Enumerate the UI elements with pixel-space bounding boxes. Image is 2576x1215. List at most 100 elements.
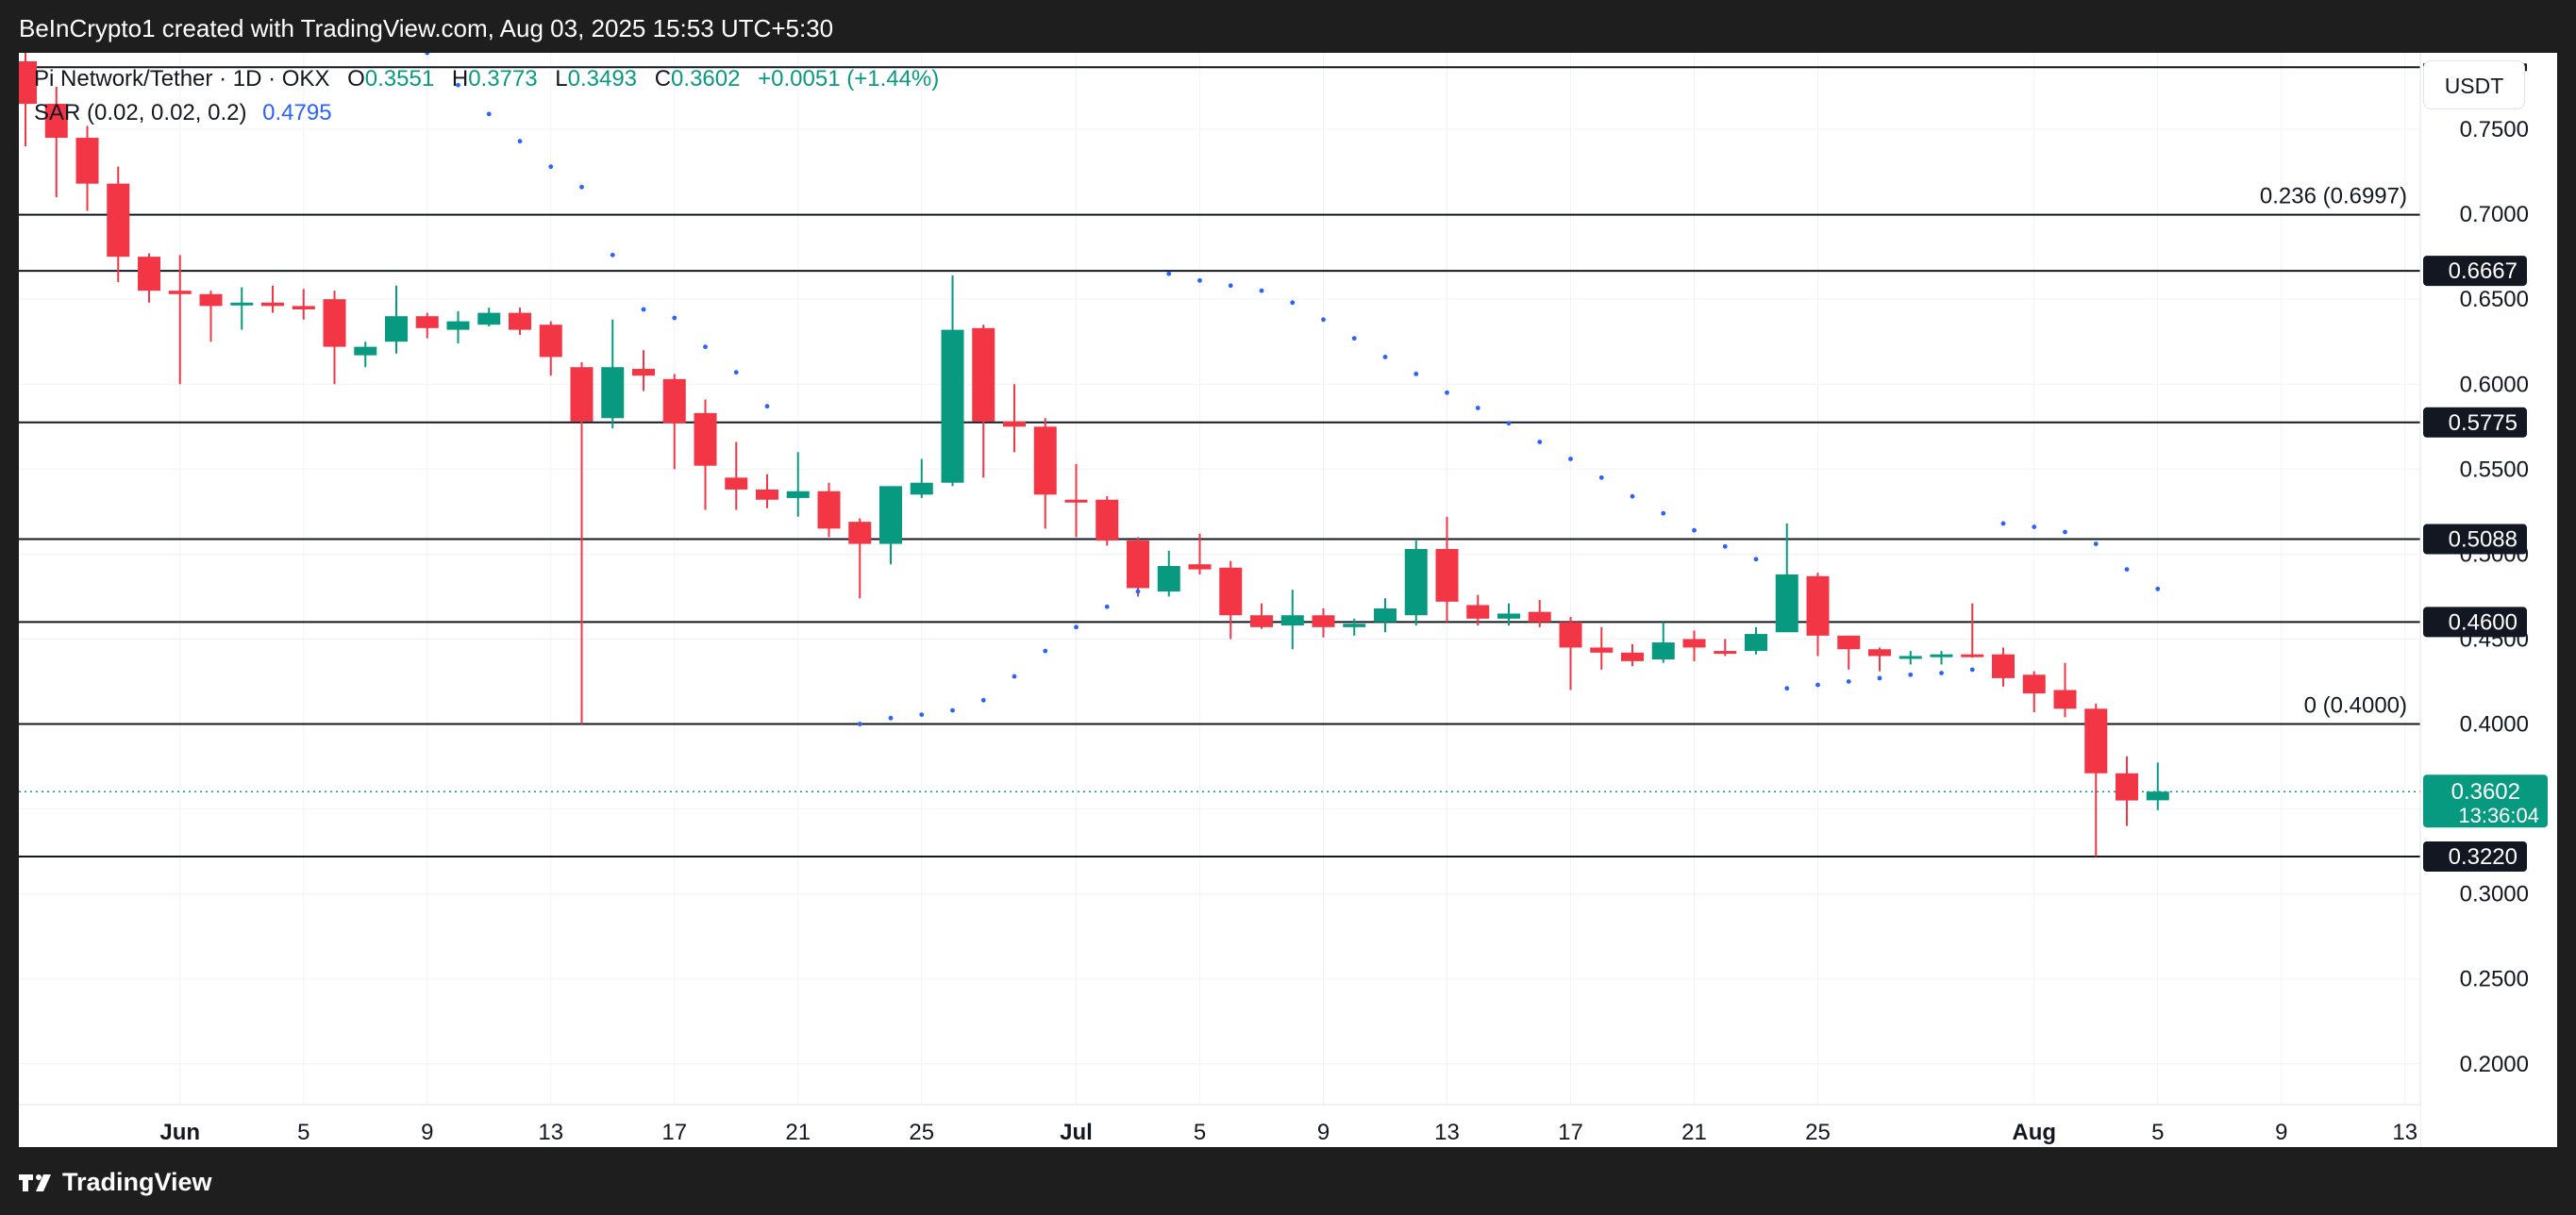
candle-body [941,329,964,483]
bar-countdown: 13:36:04 [2458,804,2539,827]
price-tick-label: 0.6000 [2460,372,2529,397]
candle [632,350,655,391]
time-tick-label: 13 [1434,1120,1460,1145]
candle [1064,463,1088,538]
candle-body [1096,499,1119,541]
candle [1404,540,1428,626]
price-tick-label: 0.7500 [2460,117,2529,142]
candle-body [292,306,315,309]
level-tag-bg [2423,524,2527,555]
candle-body [1157,565,1180,592]
candle [1343,618,1366,636]
brand-name: TradingView [62,1168,212,1196]
candle [44,87,68,198]
candle [1219,560,1243,640]
candle-body [632,369,655,376]
candle-body [385,316,408,342]
sar-dot [1413,372,1419,376]
candle [1930,651,1953,665]
level-tag-bg [2423,407,2527,438]
sar-dot [1351,336,1357,341]
open-value: 0.3551 [364,66,435,92]
candle-body [1837,635,1861,650]
candle [292,289,315,320]
candle-body [1775,574,1798,633]
time-tick-label: Aug [2012,1120,2056,1145]
high-label: H [451,66,469,92]
candle [477,308,501,327]
candle-body [199,293,223,307]
candle-body [972,327,995,422]
chart-canvas[interactable]: 0.236 (0.6997) 0 (0.4000) 0.7500 0.7000 0.6… [14,43,2557,1147]
low-label: L [555,66,568,92]
level-tag-bg [2423,256,2527,287]
candle [2022,671,2046,712]
candle [1435,516,1459,623]
candle-body [601,367,625,419]
candle-body [323,299,346,347]
candle-body [107,183,130,258]
candle-body [756,489,778,500]
symbol-name[interactable]: Pi Network/Tether · 1D · OKX [34,66,330,92]
candle-body [910,482,933,495]
candle [168,255,192,385]
candle [570,361,594,724]
candle-body [786,491,810,498]
candle-body [694,412,717,466]
sar-dot [980,697,986,703]
grid [19,53,2420,1105]
sar-label: SAR (0.02, 0.02, 0.2) [34,100,247,125]
candle-body [75,138,99,184]
level-tag-text: 0.6667 [2449,258,2517,284]
candle-body [1528,611,1551,623]
candle [230,287,254,330]
attribution-bar: BeInCrypto1 created with TradingView.com… [0,0,2576,53]
candle [972,325,995,478]
candle [1528,600,1551,627]
sar-dot [456,82,460,88]
candle-body [570,367,594,422]
candle-body [1033,426,1057,495]
candle [941,275,964,487]
candle [2146,762,2169,810]
time-tick-label: 9 [1317,1120,1330,1145]
sar-dot [1228,283,1233,289]
tradingview-icon [19,1173,51,1191]
currency-button[interactable]: USDT [2423,60,2525,109]
candle [1961,603,1984,658]
candle [75,125,99,211]
candle [138,253,160,303]
sar-dot [1568,457,1573,461]
candle [1775,523,1798,633]
candle [694,399,717,510]
candle-body [1745,634,1767,652]
chart-panel[interactable]: 0.236 (0.6997) 0 (0.4000) 0.7500 0.7000 0.6… [14,43,2557,1147]
change-value: +0.0051 (+1.44%) [758,66,940,92]
candle [446,310,470,344]
candle-body [1899,656,1922,659]
high-value: 0.3773 [468,66,538,92]
sar-dot [1043,648,1048,654]
candle-body [1992,654,2015,678]
sar-dot [1135,589,1141,594]
level-price-tag: 0.5775 [2423,407,2527,438]
candle [1466,594,1490,626]
sar-dot [548,164,554,170]
candle [848,518,872,599]
sar-dot [1104,604,1110,609]
level-tag-bg [2423,841,2527,873]
sar-dot [1259,288,1264,293]
time-tick-label: 17 [661,1120,687,1145]
candle [1157,550,1180,597]
candle [1250,603,1273,629]
candle-body [1930,654,1953,657]
sar-dot [1692,527,1697,533]
tradingview-logo[interactable]: TradingView [19,1168,212,1197]
candle [879,486,902,565]
time-axis: Jun 5 9 13 17 21 25 Jul 5 9 13 17 21 25 Aug 5 9 13 [19,1104,2420,1147]
time-tick-label: 5 [2151,1120,2164,1145]
candle [756,474,778,508]
price-tick-label: 0.3000 [2460,882,2529,907]
sar-legend[interactable]: SAR (0.02, 0.02, 0.2) 0.4795 [34,100,332,126]
level-tag-text: 0.3220 [2449,844,2517,870]
